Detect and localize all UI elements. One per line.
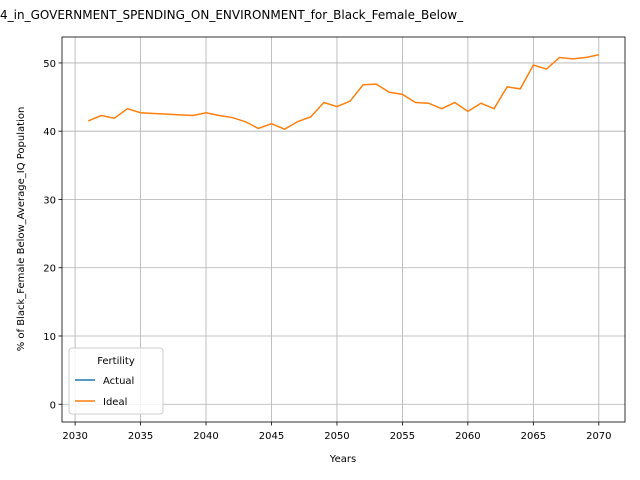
y-tick-label: 10 xyxy=(43,332,56,343)
legend-label: Ideal xyxy=(103,397,127,408)
y-tick-label: 50 xyxy=(43,59,56,70)
x-tick-label: 2060 xyxy=(455,431,480,442)
line xyxy=(87,54,599,130)
x-tick-label: 2045 xyxy=(259,431,284,442)
legend-title: Fertility xyxy=(97,356,135,367)
x-tick-label: 2050 xyxy=(324,431,349,442)
x-tick-label: 2070 xyxy=(586,431,611,442)
plot-frame xyxy=(61,36,626,423)
x-tick-label: 2035 xyxy=(128,431,153,442)
x-tick-label: 2040 xyxy=(193,431,218,442)
y-axis-label: % of Black_Female Below_Average_IQ Popul… xyxy=(16,107,27,352)
y-tick-label: 0 xyxy=(50,400,56,411)
x-tick-label: 2030 xyxy=(62,431,87,442)
x-tick-label: 2065 xyxy=(521,431,546,442)
y-tick-label: 40 xyxy=(43,127,56,138)
x-tick-label: 2055 xyxy=(390,431,415,442)
legend-label: Actual xyxy=(103,376,134,387)
x-axis-label: Years xyxy=(329,454,356,465)
y-tick-label: 20 xyxy=(43,264,56,275)
legend-box xyxy=(68,347,164,415)
chart-title: 4_in_GOVERNMENT_SPENDING_ON_ENVIRONMENT_… xyxy=(0,8,464,22)
y-tick-label: 30 xyxy=(43,195,56,206)
